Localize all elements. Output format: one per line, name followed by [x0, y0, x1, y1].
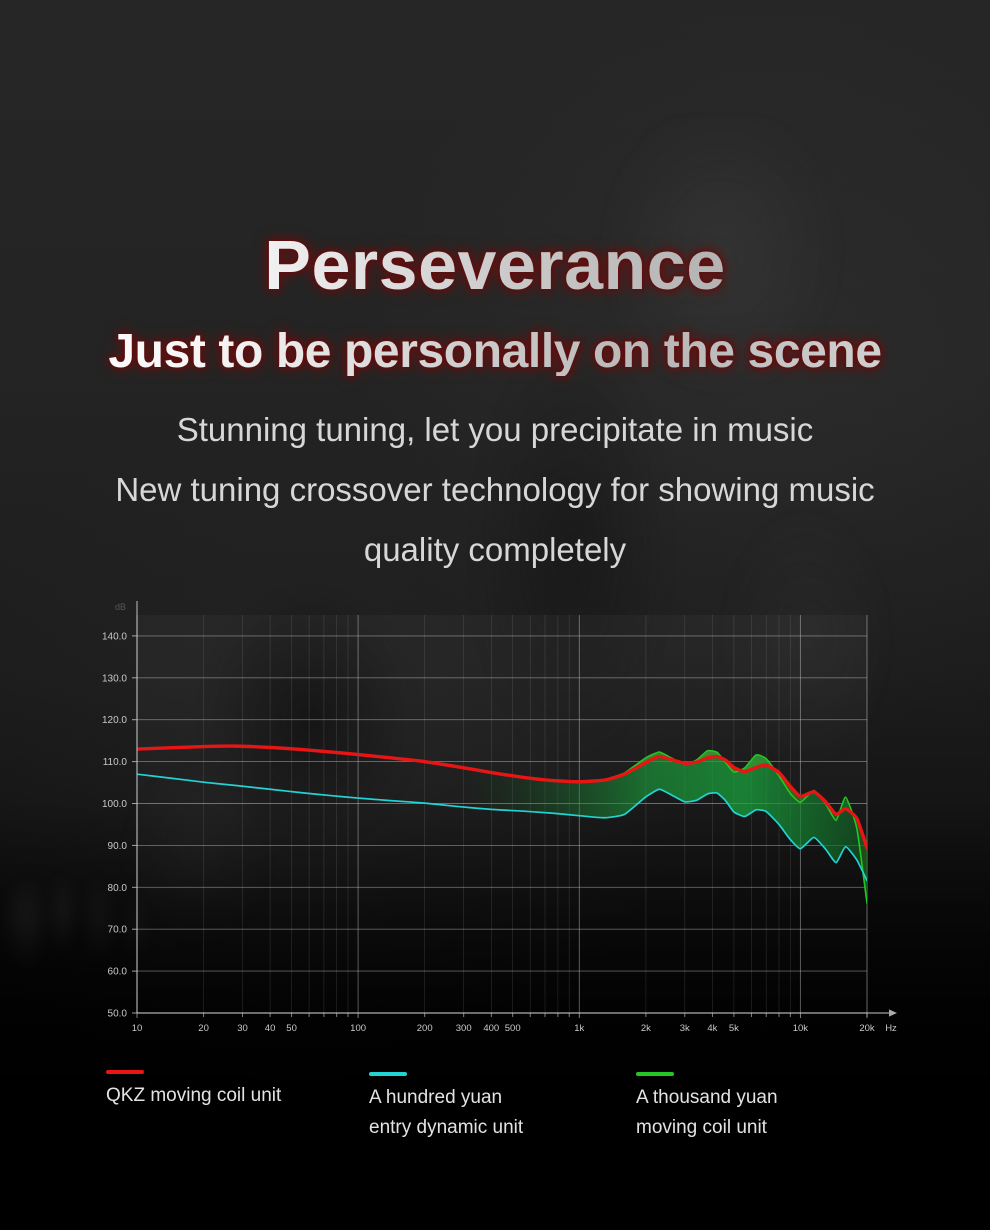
- svg-text:90.0: 90.0: [108, 841, 128, 852]
- svg-text:1k: 1k: [574, 1023, 584, 1034]
- svg-text:400: 400: [483, 1023, 499, 1034]
- svg-text:70.0: 70.0: [108, 925, 128, 936]
- chart-axes: [132, 601, 897, 1018]
- svg-text:40: 40: [265, 1023, 276, 1034]
- svg-text:10: 10: [132, 1023, 143, 1034]
- svg-text:5k: 5k: [729, 1023, 739, 1034]
- svg-text:2k: 2k: [641, 1023, 651, 1034]
- legend-label-hundred-yuan: A hundred yuan entry dynamic unit: [369, 1087, 524, 1138]
- legend-item-thousand-yuan[interactable]: A thousand yuan moving coil unit: [636, 1072, 778, 1143]
- chart-svg: 140.0 130.0 120.0 110.0 100.0 90.0 80.0 70.0 60.…: [102, 601, 897, 1034]
- svg-text:100: 100: [350, 1023, 366, 1034]
- svg-text:50: 50: [286, 1023, 297, 1034]
- legend-swatch-green-icon: [636, 1072, 674, 1076]
- svg-text:120.0: 120.0: [102, 715, 127, 726]
- svg-text:110.0: 110.0: [103, 757, 128, 768]
- page-title: Perseverance: [0, 230, 990, 300]
- legend-label-qkz: QKZ moving coil unit: [106, 1085, 282, 1106]
- svg-text:4k: 4k: [707, 1023, 717, 1034]
- chart-y-tick-labels: 140.0 130.0 120.0 110.0 100.0 90.0 80.0 70.0 60.…: [102, 631, 127, 1019]
- legend-swatch-red-icon: [106, 1070, 144, 1074]
- svg-text:80.0: 80.0: [108, 883, 128, 894]
- lead-line-2: New tuning crossover technology for show…: [115, 471, 875, 508]
- chart-legend: QKZ moving coil unit A hundred yuan entr…: [0, 1070, 990, 1180]
- svg-text:200: 200: [417, 1023, 433, 1034]
- chart-y-axis-unit: dB: [115, 602, 126, 612]
- chart-x-tick-labels: 10 20 30 40 50 100 200 300 400 500 1k 2k 3k 4k 5k 10k 20…: [132, 1023, 897, 1034]
- chart-area-fills: [137, 615, 867, 1013]
- svg-text:500: 500: [505, 1023, 521, 1034]
- svg-text:10k: 10k: [793, 1023, 809, 1034]
- svg-text:300: 300: [456, 1023, 472, 1034]
- svg-text:60.0: 60.0: [108, 967, 128, 978]
- chart-series-lines: [137, 744, 867, 905]
- lead-line-1: Stunning tuning, let you precipitate in …: [176, 411, 814, 448]
- legend-label-thousand-yuan: A thousand yuan moving coil unit: [636, 1087, 778, 1138]
- svg-text:100.0: 100.0: [102, 799, 127, 810]
- svg-text:130.0: 130.0: [102, 673, 127, 684]
- svg-text:140.0: 140.0: [102, 631, 127, 642]
- svg-text:Hz: Hz: [885, 1023, 897, 1034]
- lead-paragraph: Stunning tuning, let you precipitate in …: [0, 400, 990, 580]
- svg-text:30: 30: [237, 1023, 248, 1034]
- svg-text:20k: 20k: [859, 1023, 875, 1034]
- legend-item-qkz[interactable]: QKZ moving coil unit: [106, 1070, 281, 1111]
- frequency-response-chart: 140.0 130.0 120.0 110.0 100.0 90.0 80.0 70.0 60.…: [0, 585, 990, 1055]
- legend-swatch-cyan-icon: [369, 1072, 407, 1076]
- svg-text:50.0: 50.0: [108, 1009, 128, 1020]
- svg-text:20: 20: [198, 1023, 209, 1034]
- lead-line-3: quality completely: [363, 531, 627, 568]
- legend-item-hundred-yuan[interactable]: A hundred yuan entry dynamic unit: [369, 1072, 523, 1143]
- page-subtitle: Just to be personally on the scene: [0, 327, 990, 376]
- svg-text:3k: 3k: [680, 1023, 690, 1034]
